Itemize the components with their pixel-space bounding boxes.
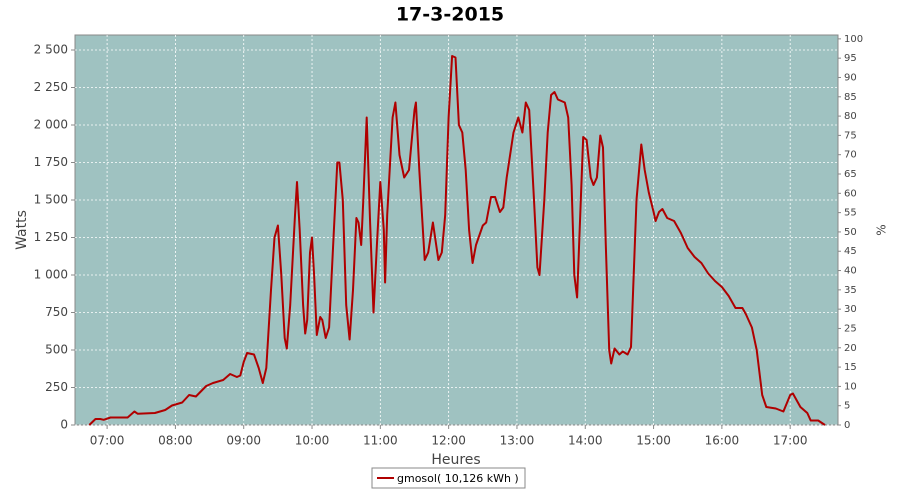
y-tick-label: 750 (45, 305, 68, 319)
x-tick-label: 14:00 (568, 434, 603, 448)
y2-tick-label: 50 (844, 227, 857, 238)
y2-tick-label: 85 (844, 92, 857, 103)
x-tick-label: 17:00 (773, 434, 808, 448)
y2-tick-label: 100 (844, 34, 863, 45)
y-tick-label: 250 (45, 380, 68, 394)
legend-box (371, 467, 526, 489)
y2-tick-label: 30 (844, 304, 857, 315)
y2-tick-label: 15 (844, 362, 857, 373)
x-tick-label: 09:00 (226, 434, 261, 448)
y-axis-label: Watts (14, 210, 30, 250)
y-tick-label: 0 (60, 418, 68, 432)
y2-tick-label: 40 (844, 266, 857, 277)
y-tick-label: 2 500 (34, 43, 68, 57)
y2-tick-label: 55 (844, 208, 857, 219)
y2-axis-label: % (875, 224, 889, 235)
y-tick-label: 2 000 (34, 118, 68, 132)
y2-tick-label: 0 (844, 420, 850, 431)
x-tick-label: 10:00 (295, 434, 330, 448)
y2-tick-label: 95 (844, 53, 857, 64)
y2-tick-label: 65 (844, 169, 857, 180)
y2-tick-label: 35 (844, 285, 857, 296)
x-tick-label: 08:00 (158, 434, 193, 448)
y2-tick-label: 5 (844, 401, 850, 412)
y-tick-label: 2 250 (34, 80, 68, 94)
y2-tick-label: 10 (844, 381, 857, 392)
y-tick-label: 1 500 (34, 193, 68, 207)
plot-area (74, 34, 839, 426)
y-tick-label: 1 000 (34, 268, 68, 282)
y-tick-label: 1 750 (34, 155, 68, 169)
x-tick-label: 15:00 (636, 434, 671, 448)
y-tick-label: 1 250 (34, 230, 68, 244)
x-axis-label: Heures (431, 452, 480, 468)
y-tick-label: 500 (45, 343, 68, 357)
x-tick-label: 16:00 (705, 434, 740, 448)
chart-title: 17-3-2015 (396, 4, 504, 26)
x-tick-label: 12:00 (431, 434, 466, 448)
legend-label: gmosol( 10,126 kWh ) (397, 472, 519, 485)
x-tick-label: 11:00 (363, 434, 398, 448)
y2-tick-label: 70 (844, 150, 857, 161)
y2-tick-label: 80 (844, 111, 857, 122)
y2-tick-label: 45 (844, 246, 857, 257)
x-tick-label: 13:00 (500, 434, 535, 448)
x-tick-label: 07:00 (90, 434, 125, 448)
y2-tick-label: 25 (844, 323, 857, 334)
y2-tick-label: 60 (844, 188, 857, 199)
y2-tick-label: 90 (844, 72, 857, 83)
y2-tick-label: 20 (844, 343, 857, 354)
series-line (88, 55, 826, 426)
y2-tick-label: 75 (844, 130, 857, 141)
